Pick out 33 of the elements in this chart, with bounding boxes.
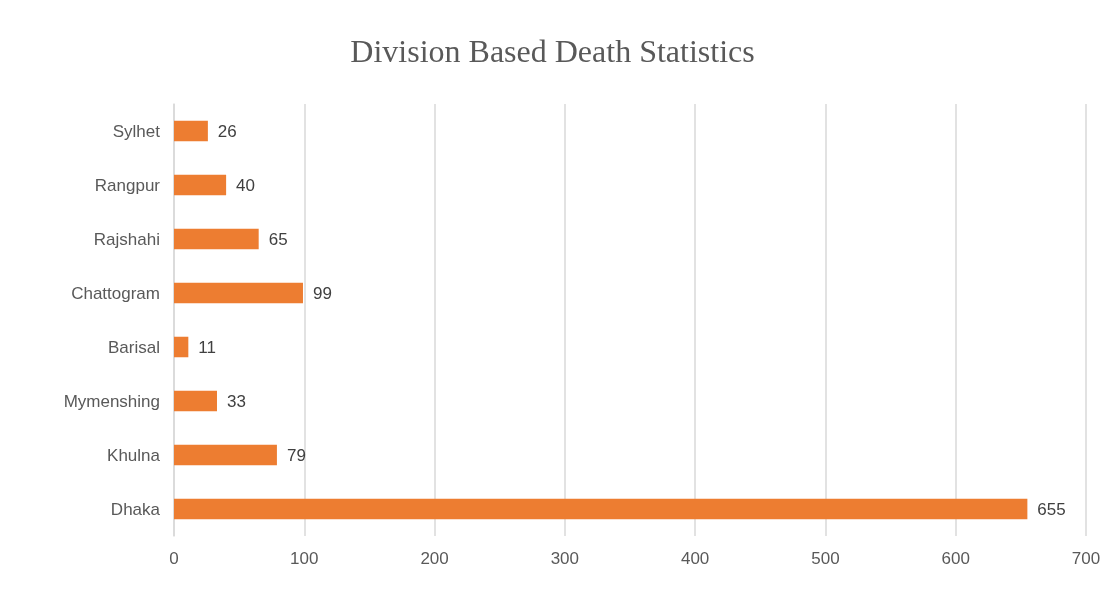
data-label: 26 [217,121,237,141]
bar [174,336,189,358]
data-label: 99 [312,283,332,303]
bar [174,120,208,142]
x-tick-label: 0 [169,549,179,568]
x-tick-label: 200 [420,549,449,568]
data-label: 655 [1037,499,1066,519]
bar [174,444,277,466]
data-label: 40 [236,175,256,195]
x-tick-label: 300 [550,549,580,568]
y-tick-label: Mymenshing [63,391,160,411]
bar [174,498,1028,520]
y-tick-label: Dhaka [110,499,161,519]
data-label: 65 [268,229,288,249]
y-tick-label: Chattogram [71,283,160,303]
data-label: 11 [198,337,216,357]
bar [174,174,227,196]
x-tick-label: 400 [680,549,710,568]
bar [174,282,303,304]
y-tick-label: Sylhet [112,121,161,141]
y-tick-label: Khulna [107,445,161,465]
x-tick-label: 500 [811,549,840,568]
data-label: 33 [226,391,246,411]
y-tick-label: Rajshahi [93,229,160,249]
data-label: 79 [286,445,306,465]
y-tick-label: Barisal [108,337,160,357]
x-tick-label: 700 [1071,549,1101,568]
y-tick-label: Rangpur [94,175,161,195]
x-tick-label: 600 [941,549,970,568]
chart-title: Division Based Death Statistics [350,33,755,69]
bar [174,390,217,412]
bar [174,228,259,250]
x-tick-label: 100 [290,549,319,568]
